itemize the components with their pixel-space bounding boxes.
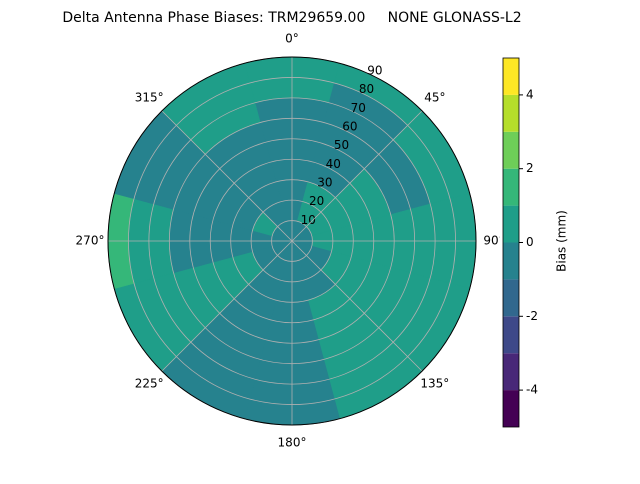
theta-tick-label: 270° xyxy=(76,234,105,248)
theta-tick-label: 180° xyxy=(278,436,307,450)
grid-spoke xyxy=(161,110,293,242)
colorbar-tick-label: -2 xyxy=(526,309,538,323)
theta-tick-label: 90° xyxy=(483,234,504,248)
colorbar-band xyxy=(503,131,519,169)
theta-tick-label: 135° xyxy=(420,376,449,390)
r-tick-label: 80 xyxy=(359,82,374,96)
colorbar-band xyxy=(503,205,519,243)
colorbar-band xyxy=(503,94,519,132)
r-tick-label: 20 xyxy=(309,194,324,208)
r-tick-label: 50 xyxy=(334,138,349,152)
colorbar-band xyxy=(503,279,519,317)
colorbar-band xyxy=(503,390,519,427)
chart-title: Delta Antenna Phase Biases: TRM29659.00 … xyxy=(62,10,521,26)
r-tick-label: 40 xyxy=(326,157,341,171)
colorbar-tick-label: 4 xyxy=(526,87,534,101)
colorbar-band xyxy=(503,242,519,280)
r-tick-label: 90 xyxy=(367,63,382,77)
r-tick-label: 10 xyxy=(301,213,316,227)
grid-spoke xyxy=(291,110,423,242)
colorbar-tick-label: 0 xyxy=(526,235,534,249)
r-tick-label: 30 xyxy=(317,175,332,189)
grid-spoke xyxy=(161,240,293,372)
colorbar-band xyxy=(503,168,519,206)
theta-tick-label: 225° xyxy=(135,376,164,390)
colorbar-band xyxy=(503,353,519,391)
colorbar-band xyxy=(503,316,519,354)
r-tick-label: 60 xyxy=(342,119,357,133)
colorbar-tick-label: -4 xyxy=(526,383,538,397)
theta-tick-label: 315° xyxy=(135,91,164,105)
polar-frame xyxy=(107,56,477,426)
theta-tick-label: 45° xyxy=(424,91,445,105)
r-tick-label: 70 xyxy=(351,101,366,115)
colorbar-tick-label: 2 xyxy=(526,161,534,175)
theta-tick-label: 0° xyxy=(285,32,299,46)
grid-spoke xyxy=(291,240,423,372)
colorbar-label: Bias (mm) xyxy=(555,210,569,272)
colorbar-band xyxy=(503,58,519,95)
